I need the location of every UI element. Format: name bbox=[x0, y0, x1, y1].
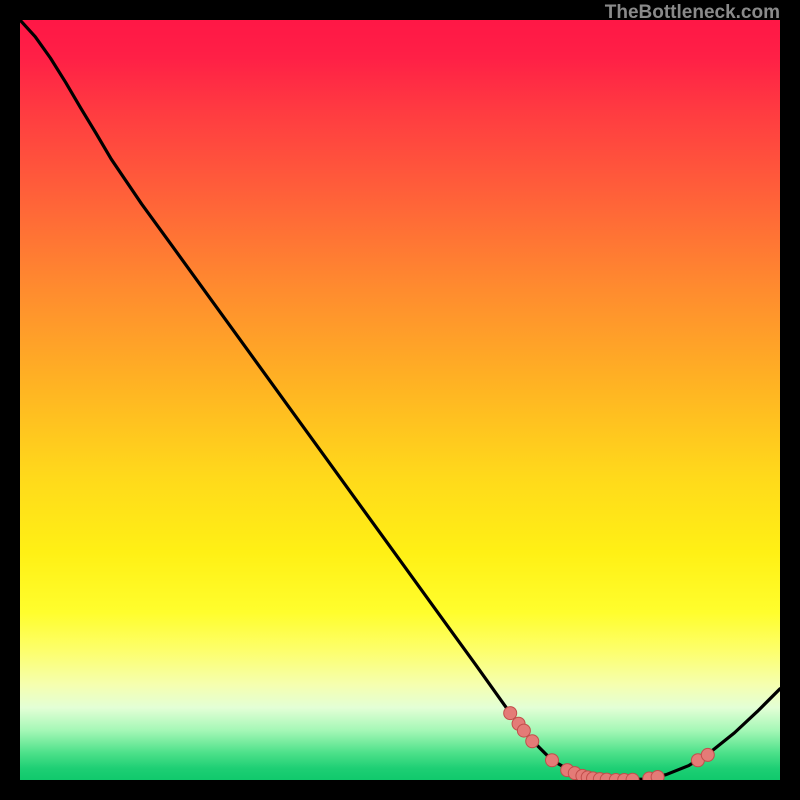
bottleneck-curve bbox=[20, 20, 780, 780]
data-marker bbox=[526, 735, 539, 748]
chart-container: TheBottleneck.com bbox=[0, 0, 800, 800]
data-marker bbox=[517, 724, 530, 737]
plot-area bbox=[20, 20, 780, 780]
data-marker bbox=[504, 707, 517, 720]
data-marker bbox=[651, 770, 664, 780]
data-marker bbox=[701, 748, 714, 761]
data-marker bbox=[546, 754, 559, 767]
